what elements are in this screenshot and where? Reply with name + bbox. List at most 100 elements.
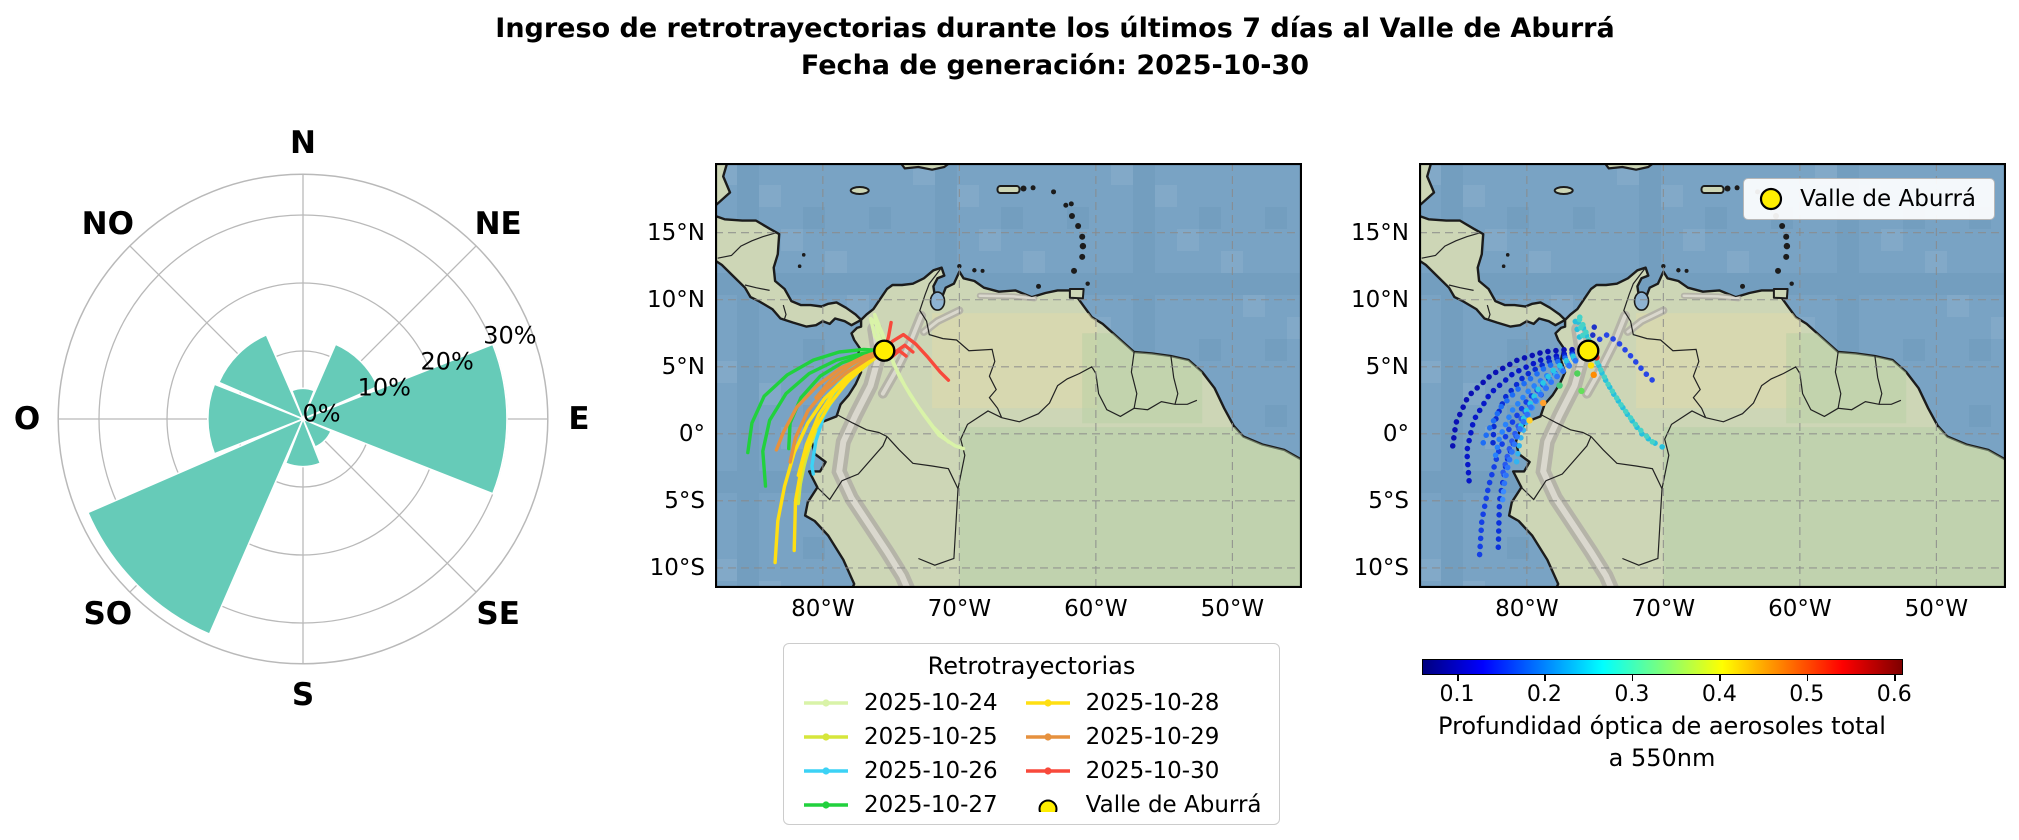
windrose-dir-label-NE: NE bbox=[475, 206, 522, 242]
windrose-dir-label-O: O bbox=[14, 401, 40, 437]
windrose-ring-label-20%: 20% bbox=[420, 347, 473, 375]
legend-line-swatch bbox=[1025, 733, 1070, 741]
y-tick-label-5°S: 5°S bbox=[1368, 487, 1409, 514]
colorbar-label: Profundidad óptica de aerosoles total a … bbox=[1438, 710, 1886, 774]
windrose-dir-label-N: N bbox=[290, 125, 316, 161]
legend-item-valle-de-aburra: Valle de Aburrá bbox=[1024, 788, 1262, 822]
trajectory-2025-10-27-0 bbox=[746, 347, 887, 455]
legend-item-label: 2025-10-25 bbox=[864, 724, 998, 750]
legend-item-label: Valle de Aburrá bbox=[1085, 792, 1262, 818]
trajectory-aod-map-panel: Valle de Aburrá bbox=[1419, 163, 2006, 588]
x-tick-label-60°W: 60°W bbox=[1064, 596, 1128, 622]
colorbar-tick-label-0.4: 0.4 bbox=[1701, 682, 1737, 707]
trajectory-date-map bbox=[715, 163, 1302, 588]
legend-item-label: 2025-10-28 bbox=[1085, 690, 1220, 716]
colorbar-tick-label-0.2: 0.2 bbox=[1526, 682, 1562, 707]
valle-de-aburra-marker-icon bbox=[1038, 799, 1058, 812]
x-tick-label-50°W: 50°W bbox=[1200, 596, 1265, 622]
colorbar-tick bbox=[1544, 675, 1547, 681]
colorbar-label-line-2: a 550nm bbox=[1608, 744, 1716, 772]
figure-title: Ingreso de retrotrayectorias durante los… bbox=[495, 10, 1614, 84]
aod-colorbar bbox=[1422, 659, 1903, 675]
windrose-petal-NE bbox=[301, 343, 379, 421]
legend-item-2025-10-28: 2025-10-28 bbox=[1024, 686, 1262, 720]
windrose-dir-label-SE: SE bbox=[476, 596, 520, 632]
legend-title: Retrotrayectorias bbox=[927, 652, 1136, 680]
windrose-ring-label-30%: 30% bbox=[483, 321, 536, 349]
colorbar-tick-label-0.1: 0.1 bbox=[1439, 682, 1475, 707]
colorbar-tick bbox=[1894, 675, 1896, 681]
aod-trajectory-1 bbox=[1464, 347, 1592, 489]
legend-item-2025-10-29: 2025-10-29 bbox=[1024, 720, 1262, 754]
aod-trajectory-10 bbox=[1569, 309, 1671, 452]
colorbar-tick bbox=[1631, 675, 1634, 681]
windrose-dir-label-SO: SO bbox=[83, 596, 132, 632]
trajectory-2025-10-30-0 bbox=[882, 332, 951, 382]
title-line-2: Fecha de generación: 2025-10-30 bbox=[800, 50, 1310, 81]
trajectory-aod-map bbox=[1419, 163, 2006, 588]
y-tick-label-10°N: 10°N bbox=[1351, 286, 1409, 313]
x-tick-label-80°W: 80°W bbox=[1495, 596, 1559, 622]
trajectory-2025-10-27-1 bbox=[761, 348, 887, 488]
y-tick-label-5°N: 5°N bbox=[1365, 353, 1409, 380]
legend2-label: Valle de Aburrá bbox=[1800, 186, 1976, 212]
x-tick-label-50°W: 50°W bbox=[1904, 596, 1969, 622]
y-tick-label-0°: 0° bbox=[678, 420, 705, 447]
windrose-ring-label-10%: 10% bbox=[358, 373, 411, 401]
legend-item-2025-10-24: 2025-10-24 bbox=[802, 686, 998, 720]
legend-item-2025-10-27: 2025-10-27 bbox=[802, 788, 998, 822]
y-tick-label-5°S: 5°S bbox=[664, 487, 705, 514]
legend-item-2025-10-26: 2025-10-26 bbox=[802, 754, 998, 788]
title-line-1: Ingreso de retrotrayectorias durante los… bbox=[495, 13, 1615, 44]
aod-trajectory-12 bbox=[1585, 331, 1656, 383]
x-tick-label-80°W: 80°W bbox=[791, 596, 855, 622]
y-tick-label-10°S: 10°S bbox=[649, 554, 705, 581]
aod-trajectory-3 bbox=[1476, 347, 1592, 566]
legend-item-label: 2025-10-26 bbox=[864, 758, 998, 784]
windrose-dir-label-S: S bbox=[292, 677, 314, 713]
y-tick-label-10°N: 10°N bbox=[647, 286, 705, 313]
colorbar-tick-label-0.5: 0.5 bbox=[1789, 682, 1825, 707]
x-tick-label-60°W: 60°W bbox=[1768, 596, 1832, 622]
y-tick-label-5°N: 5°N bbox=[661, 353, 705, 380]
legend-item-2025-10-25: 2025-10-25 bbox=[802, 720, 998, 754]
x-tick-label-70°W: 70°W bbox=[1631, 596, 1696, 622]
legend-item-label: 2025-10-27 bbox=[864, 792, 998, 818]
y-tick-label-10°S: 10°S bbox=[1353, 554, 1409, 581]
valle-de-aburra-marker bbox=[1577, 339, 1600, 362]
windrose-petal-E bbox=[300, 343, 508, 495]
windrose-petal-O bbox=[207, 383, 306, 455]
x-tick-label-70°W: 70°W bbox=[927, 596, 992, 622]
windrose-petal-N bbox=[290, 387, 316, 422]
colorbar-tick-label-0.3: 0.3 bbox=[1614, 682, 1650, 707]
windrose-dir-label-E: E bbox=[568, 401, 589, 437]
trajectory-2025-10-28-1 bbox=[792, 348, 887, 553]
aod-trajectory-11 bbox=[1575, 313, 1656, 445]
legend-line-swatch bbox=[1025, 699, 1070, 707]
windrose-petal-SO bbox=[86, 417, 305, 636]
aod-trajectory-13 bbox=[1585, 319, 1598, 354]
windrose-petal-NO bbox=[217, 333, 305, 421]
legend-line-swatch bbox=[1025, 767, 1070, 775]
legend-item-label: 2025-10-30 bbox=[1085, 758, 1220, 784]
valle-de-aburra-marker bbox=[873, 339, 896, 362]
colorbar-tick bbox=[1719, 675, 1721, 681]
retrotrayectorias-legend: Retrotrayectorias 2025-10-24 2025-10-25 … bbox=[783, 643, 1280, 825]
trajectory-date-map-panel bbox=[715, 163, 1302, 588]
colorbar-tick-label-0.6: 0.6 bbox=[1876, 682, 1912, 707]
legend-line-swatch bbox=[804, 699, 848, 707]
legend-line-swatch bbox=[804, 767, 848, 775]
colorbar-tick bbox=[1456, 675, 1459, 681]
trajectory-2025-10-24-1 bbox=[872, 312, 951, 444]
legend-item-2025-10-30: 2025-10-30 bbox=[1024, 754, 1262, 788]
y-tick-label-15°N: 15°N bbox=[1351, 219, 1409, 246]
legend-item-label: 2025-10-24 bbox=[864, 690, 998, 716]
valle-de-aburra-marker-icon bbox=[1760, 187, 1783, 211]
aod-trajectory-15 bbox=[1500, 347, 1592, 491]
legend-line-swatch bbox=[804, 801, 848, 809]
windrose-petal-SE bbox=[301, 417, 333, 449]
trajectory-2025-10-29-1 bbox=[788, 348, 887, 464]
windrose-ring-label-0%: 0% bbox=[302, 399, 340, 427]
legend-line-swatch bbox=[804, 733, 848, 741]
